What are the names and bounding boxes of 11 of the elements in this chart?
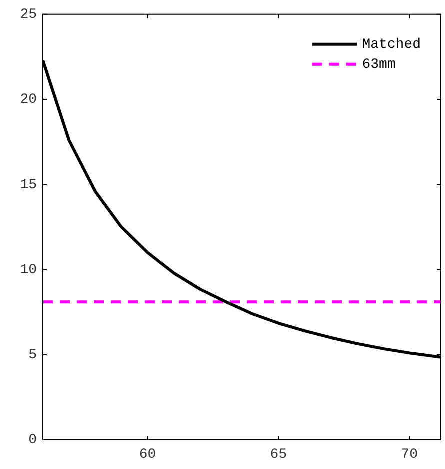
x-tick-label: 70 (401, 447, 418, 464)
y-tick-label: 20 (20, 92, 37, 108)
y-tick-label: 15 (20, 177, 37, 194)
y-tick-label: 25 (20, 7, 37, 24)
x-tick-label: 65 (270, 447, 288, 464)
legend-label: Matched (362, 37, 422, 54)
legend-label: 63mm (362, 57, 396, 74)
y-tick-label: 0 (28, 432, 37, 449)
y-tick-label: 10 (20, 262, 37, 278)
x-tick-label: 60 (139, 447, 156, 464)
y-tick-label: 5 (28, 348, 37, 364)
